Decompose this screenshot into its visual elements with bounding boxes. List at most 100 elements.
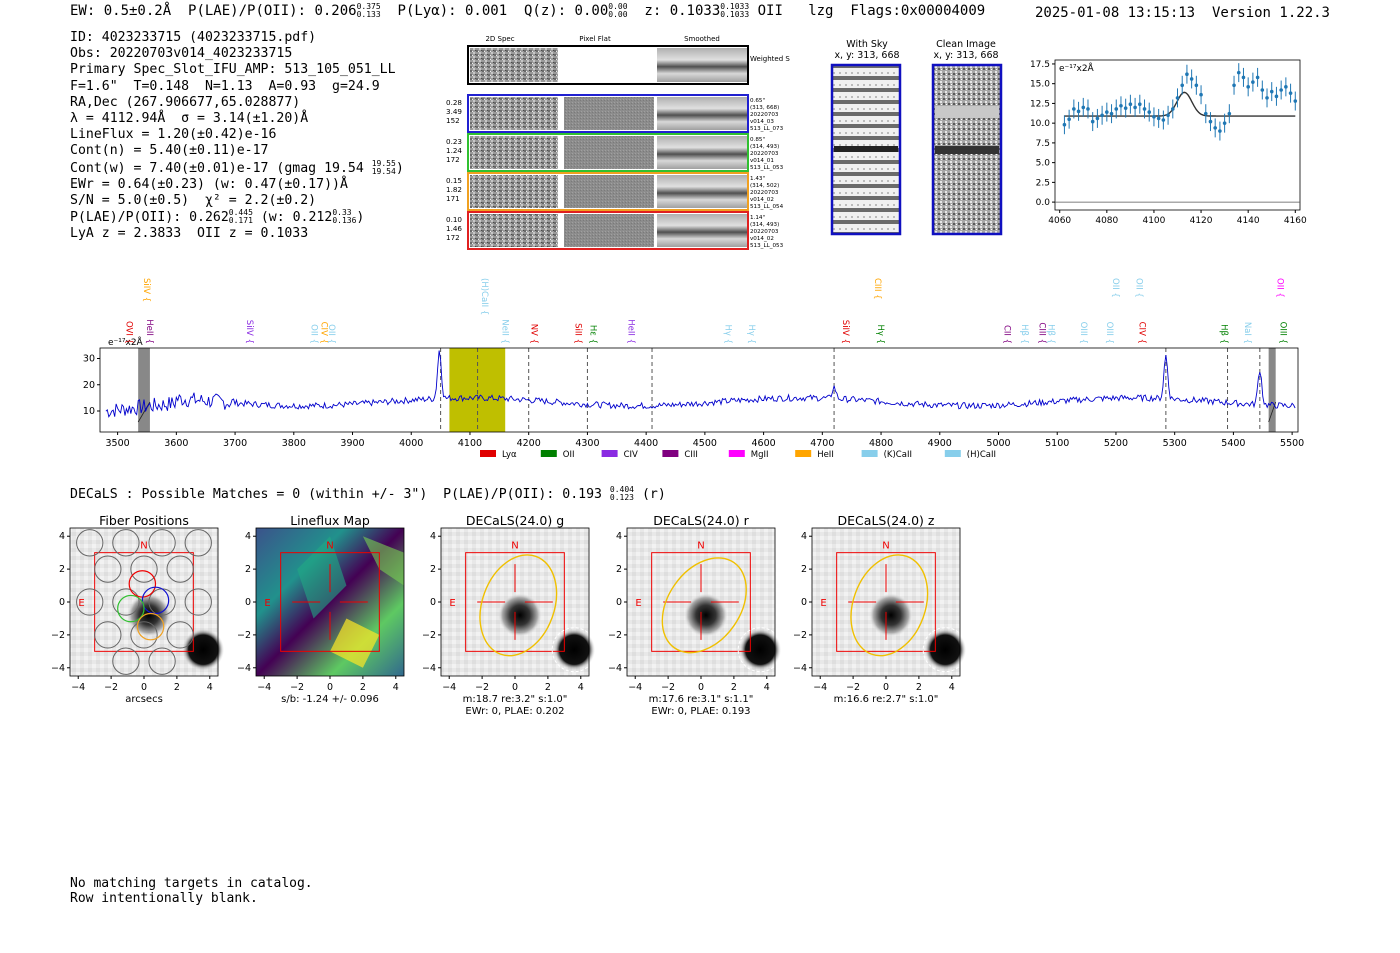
info-obs: Obs: 20220703v014_4023233715 — [70, 46, 293, 62]
cutout-left-value: 172 — [446, 233, 460, 242]
fit-data-point — [1213, 126, 1217, 130]
fit-data-point — [1293, 99, 1298, 103]
fit-data-point — [1119, 103, 1123, 108]
spec-line-label: OIII { — [1277, 322, 1287, 344]
spec-line-label-top: OII { — [1275, 278, 1285, 298]
clean-image-title: Clean Image — [936, 39, 996, 50]
fit-data-point — [1260, 88, 1265, 92]
galaxy-source — [497, 593, 542, 638]
legend-label: HeII — [817, 450, 834, 460]
spec-line-label: Hβ { — [1019, 324, 1029, 344]
panel-xtick-label: 2 — [731, 682, 737, 693]
legend-label: OII — [563, 450, 575, 460]
footer-line-1: No matching targets in catalog. — [70, 876, 313, 891]
cutout-left-value: 171 — [446, 194, 460, 203]
panel-ytick-label: −2 — [793, 630, 807, 641]
spec-line-label: CIV { — [318, 322, 328, 344]
fit-ytick-label: 12.5 — [1030, 99, 1050, 109]
spec-line-label: OVI { — [123, 321, 133, 344]
fiber-circle — [94, 555, 122, 583]
compass-east: E — [264, 598, 270, 609]
legend-swatch — [795, 450, 812, 457]
fiber-circle — [112, 529, 140, 557]
fit-data-point — [1265, 96, 1269, 100]
compass-north: N — [697, 540, 704, 551]
panel-xtick-label: 4 — [949, 682, 955, 693]
fit-data-point — [1227, 111, 1232, 116]
panel-caption-2: EWr: 0, PLAE: 0.193 — [651, 706, 750, 717]
panel-xtick-label: 0 — [512, 682, 518, 693]
legend-label: MgII — [751, 450, 769, 460]
legend-label: Lyα — [502, 450, 517, 460]
fit-ytick-label: 15.0 — [1030, 80, 1050, 90]
panel-ytick-label: 0 — [245, 597, 251, 608]
neighbor-aperture — [551, 627, 597, 673]
panel-xtick-label: −4 — [442, 682, 456, 693]
spec-line-label: SiII { — [573, 323, 583, 344]
panel-caption: m:17.6 re:3.1" s:1.1" — [649, 694, 754, 705]
cutout-pixelflat — [564, 97, 654, 130]
panel-ytick-label: 4 — [616, 531, 622, 542]
spec-xtick-label: 5000 — [986, 438, 1010, 449]
cutout-right-value: 20220703 — [750, 112, 779, 118]
cutout-right-value: v014_02 — [750, 197, 774, 203]
search-box — [94, 552, 194, 652]
header-z-line: OII — [757, 3, 783, 19]
panel-ytick-label: 2 — [801, 564, 807, 575]
spec-xtick-label: 3700 — [223, 438, 247, 449]
fit-data-point — [1199, 92, 1203, 97]
decals-summary: DECaLS : Possible Matches = 0 (within +/… — [70, 485, 666, 503]
fiber-circle — [184, 529, 212, 557]
panel-ytick-label: −2 — [237, 630, 251, 641]
spec-xtick-label: 5100 — [1045, 438, 1069, 449]
fit-data-point — [1251, 80, 1255, 84]
panel-xtick-label: 0 — [698, 682, 704, 693]
header-datetime: 2025-01-08 13:15:13 — [1034, 5, 1196, 21]
panel-title: DECaLS(24.0) z — [838, 513, 935, 528]
spec-masked-region — [1268, 348, 1276, 432]
panel-ytick-label: −4 — [793, 663, 807, 674]
fit-data-point — [1166, 113, 1170, 118]
fit-xtick-label: 4140 — [1237, 216, 1260, 226]
fit-data-point — [1086, 107, 1090, 111]
fit-ytick-label: 5.0 — [1036, 159, 1051, 169]
spec-line-label: OII { — [326, 324, 336, 344]
search-box — [836, 552, 936, 652]
fit-data-point — [1072, 107, 1076, 111]
spec-xtick-label: 5300 — [1163, 438, 1187, 449]
legend-swatch — [540, 450, 557, 457]
panel-title: DECaLS(24.0) g — [466, 513, 564, 528]
spec-masked-region — [138, 348, 150, 432]
aperture-ellipse — [661, 557, 747, 654]
panel-xtick-label: −2 — [846, 682, 860, 693]
spec-line-label: CII { — [1001, 325, 1011, 344]
info-lya-oii: LyA z = 2.3833 OII z = 0.1033 — [70, 226, 309, 242]
cutout-left-value: 1.82 — [446, 185, 462, 194]
fiber-circle — [130, 621, 158, 649]
fiber-circle — [76, 529, 104, 557]
cutout-right-value: v014_02 — [750, 236, 774, 242]
fit-data-point — [1189, 77, 1194, 81]
spec-xtick-label: 4400 — [634, 438, 658, 449]
fit-ytick-label: 7.5 — [1036, 139, 1050, 149]
panel-xtick-label: −2 — [661, 682, 675, 693]
panel-ytick-label: −4 — [237, 663, 251, 674]
spec-line-label: NaI { — [1242, 322, 1252, 344]
lineflux-blob — [362, 536, 404, 586]
fiber-circle — [148, 529, 176, 557]
panel-xtick-label: 2 — [174, 682, 180, 693]
panel-ytick-label: 2 — [245, 564, 251, 575]
neighbor-aperture — [922, 627, 968, 673]
spec-line-label: HeII { — [144, 319, 154, 344]
fit-data-point — [1232, 83, 1236, 88]
cutout-pixelflat — [564, 136, 654, 169]
fiber-circle — [166, 621, 194, 649]
cutout-right-value: 1.14" — [750, 215, 765, 221]
legend-label: (K)CaII — [884, 450, 912, 460]
panel-ytick-label: −2 — [422, 630, 436, 641]
full-spectrum-plot: 3500 3600 3700 3800 3900 4000 4100 4200 4300 4400… — [83, 278, 1304, 460]
spec-line-label: HeII { — [626, 319, 636, 344]
cutout-right-value: 20220703 — [750, 151, 779, 157]
image-panel: Lineflux Map N E −4 −2 0 2 4 4 2 0 −2 −4 s/b: -1.24 +… — [237, 513, 405, 705]
